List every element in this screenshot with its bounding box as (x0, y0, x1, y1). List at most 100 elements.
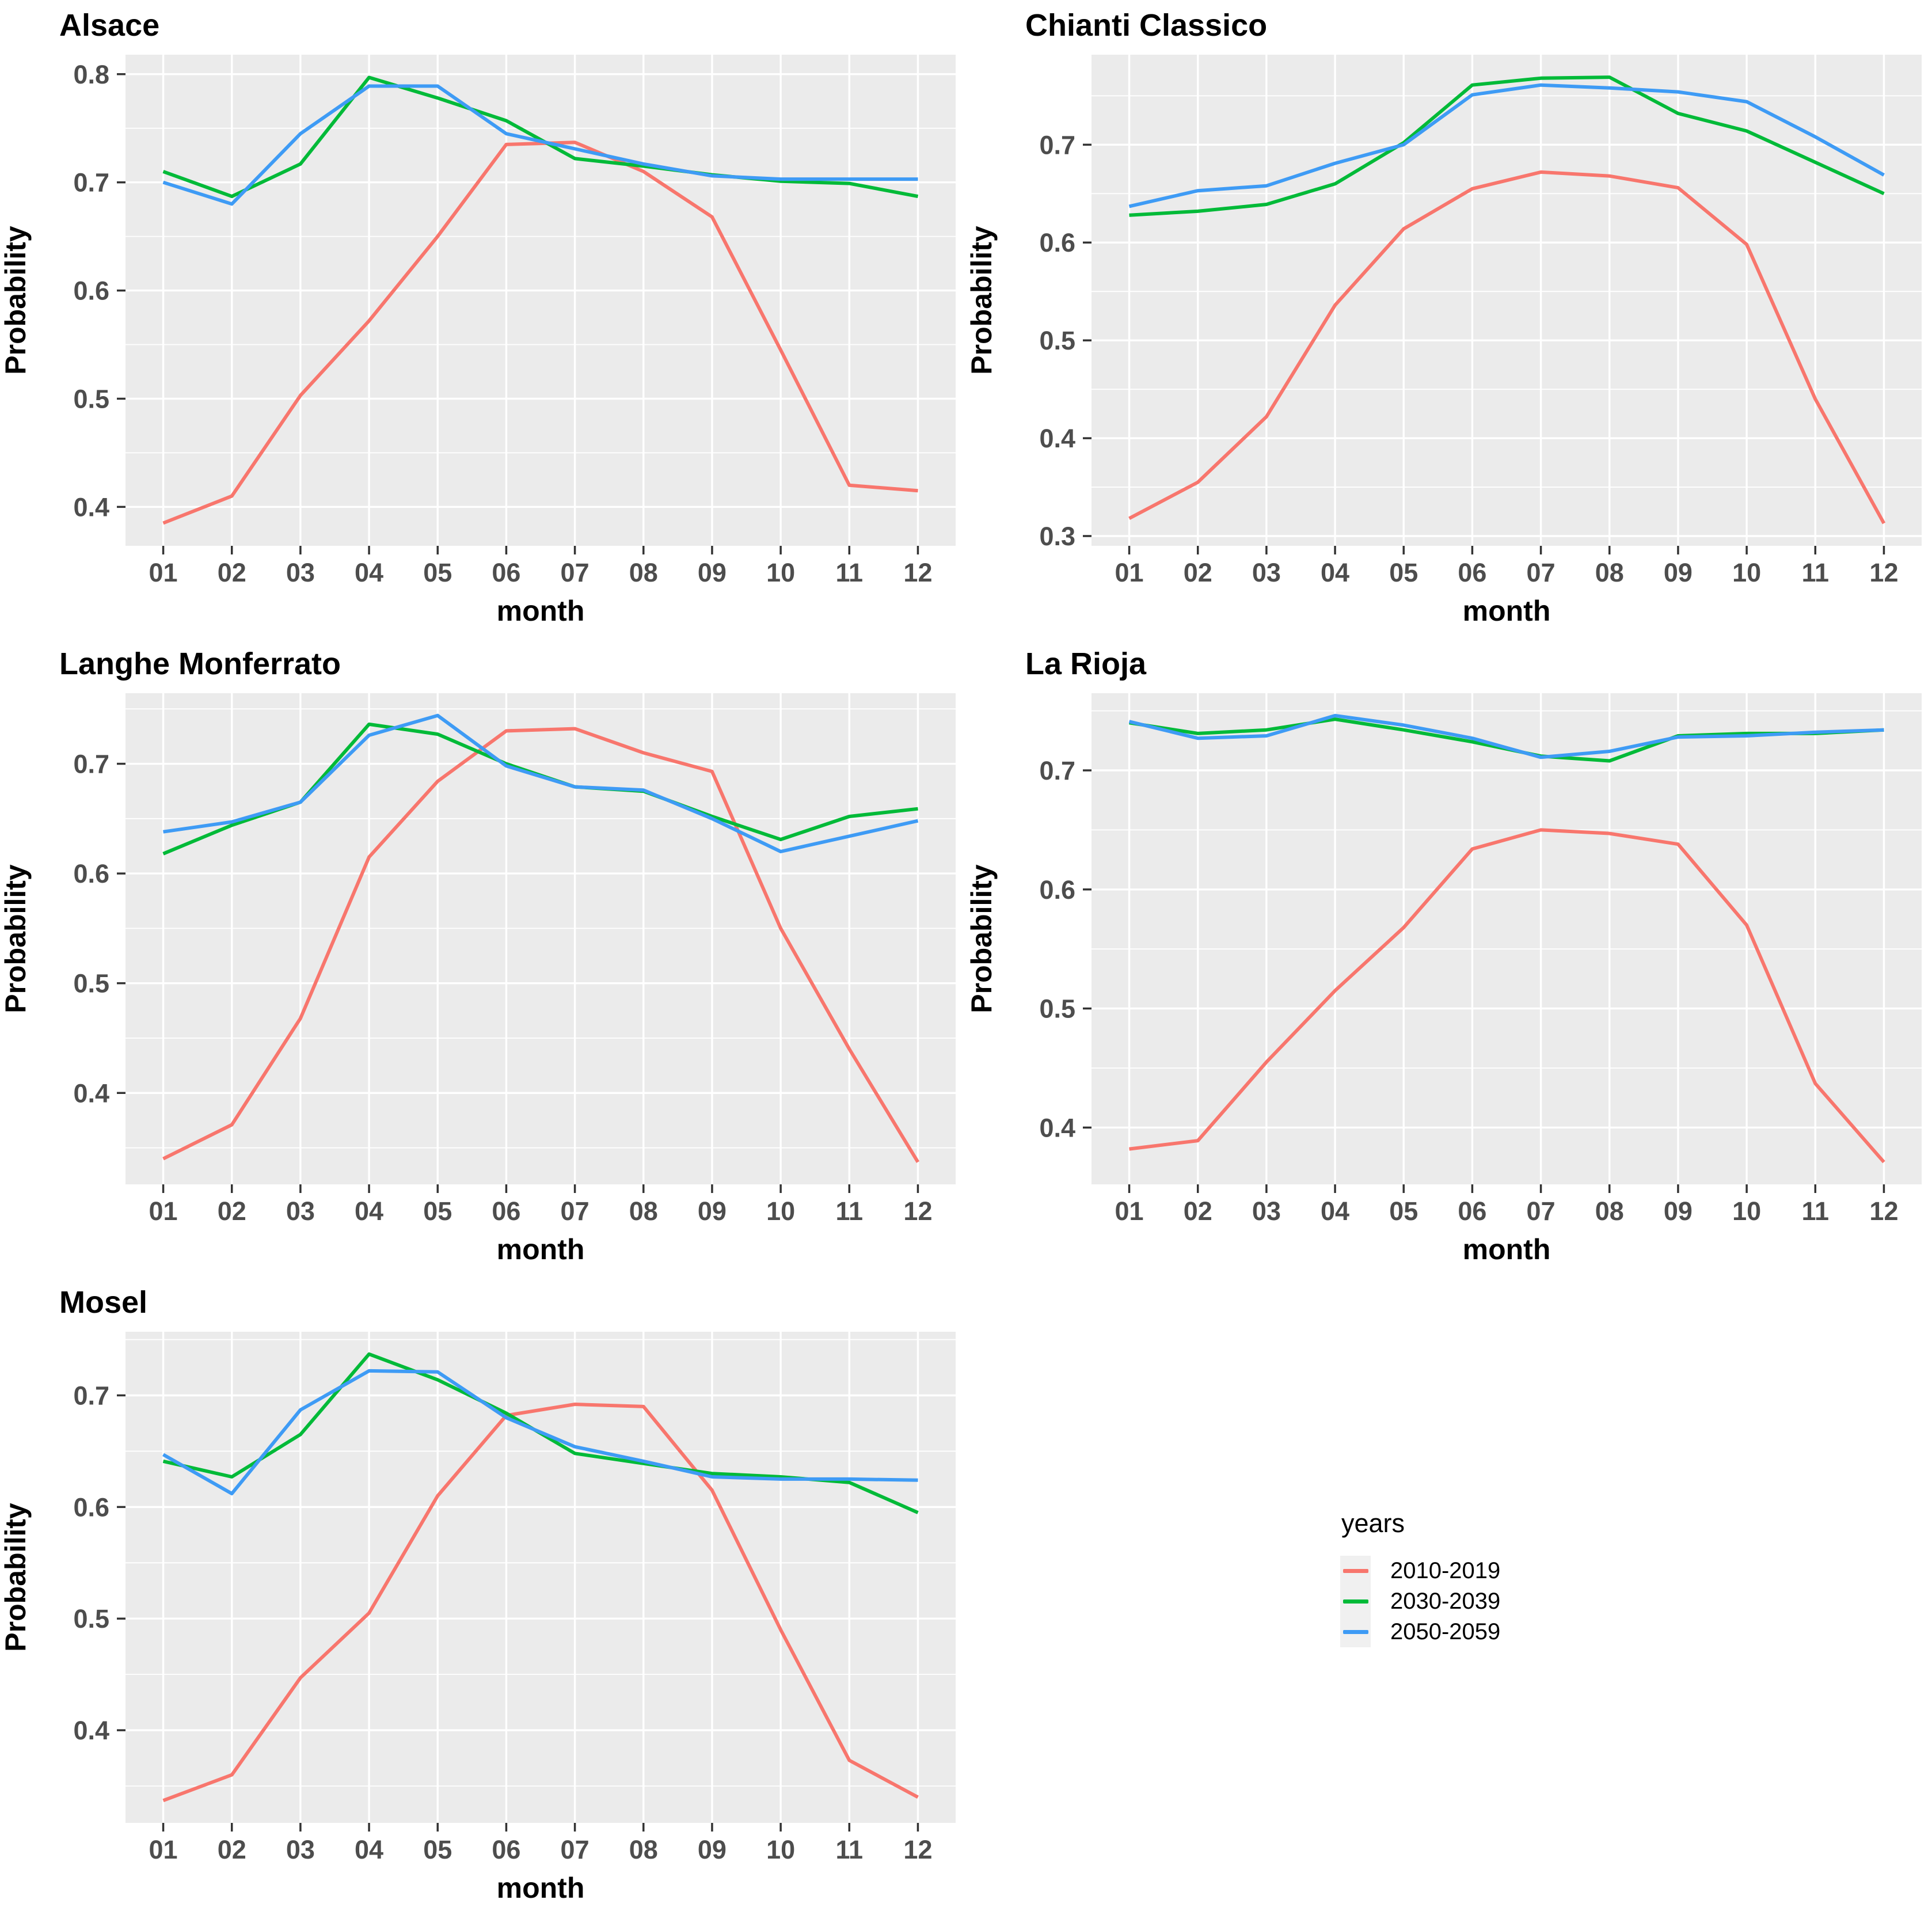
panel-chianti-classico: 01 02 03 04 05 06 07 08 09 10 11 12 0.3 0.4 0.5 0.6 0.7 C… (966, 0, 1932, 639)
x-tick-label: 05 (423, 1835, 452, 1864)
panel-title: Langhe Monferrato (59, 647, 341, 681)
y-tick-label: 0.5 (1039, 326, 1075, 355)
x-tick-label: 08 (629, 558, 658, 587)
y-tick-label: 0.7 (1039, 756, 1075, 785)
x-tick-label: 01 (149, 558, 178, 587)
x-tick-label: 07 (1527, 558, 1556, 587)
y-tick-label: 0.7 (73, 1381, 109, 1411)
x-tick-label: 05 (423, 558, 452, 587)
x-tick-label: 12 (903, 558, 932, 587)
chart-svg-langhe-monferrato: 01 02 03 04 05 06 07 08 09 10 11 12 0.4 0.5 0.6 0.7 Lang… (0, 647, 956, 1266)
panel-title: Mosel (59, 1285, 147, 1320)
x-axis-title: month (1463, 1233, 1551, 1266)
x-tick-label: 11 (835, 1835, 863, 1864)
x-tick-label: 09 (698, 1196, 727, 1226)
x-tick-label: 09 (1664, 1196, 1693, 1226)
x-tick-label: 02 (1184, 1196, 1212, 1226)
x-tick-label: 11 (835, 558, 863, 587)
legend-line-icon (1342, 1599, 1368, 1604)
plot-panel (1091, 55, 1922, 546)
series-line-2010-2019 (1128, 170, 1886, 525)
panel-title: La Rioja (1025, 647, 1147, 681)
legend-item-label: 2030-2039 (1390, 1589, 1501, 1614)
x-tick-label: 05 (423, 1196, 452, 1226)
x-tick-label: 07 (561, 1835, 590, 1864)
x-tick-label: 01 (149, 1835, 178, 1864)
plot-panel (1091, 693, 1922, 1184)
x-axis-title: month (497, 1233, 585, 1266)
legend-rows: 2010-2019 2030-2039 2050-2059 (1340, 1556, 1500, 1647)
x-tick-label: 01 (1115, 558, 1144, 587)
x-tick-label: 04 (355, 1835, 383, 1864)
x-tick-label: 05 (1389, 558, 1418, 587)
y-axis-title: Probability (0, 864, 32, 1013)
gridlines (125, 693, 956, 1184)
x-tick-label: 03 (286, 1835, 315, 1864)
y-tick-label: 0.5 (73, 1604, 109, 1633)
x-tick-label: 06 (492, 1196, 520, 1226)
x-tick-label: 05 (1389, 1196, 1418, 1226)
y-tick-label: 0.7 (73, 750, 109, 779)
x-tick-label: 12 (1869, 1196, 1898, 1226)
axes: 01 02 03 04 05 06 07 08 09 10 11 12 0.4 0.5 0.6 0.7 (73, 1381, 932, 1864)
x-tick-label: 02 (218, 1196, 246, 1226)
plot-panel (125, 55, 956, 546)
series-line-2030-2039 (1129, 75, 1885, 217)
legend-key-swatch (1340, 1556, 1371, 1586)
x-tick-label: 12 (903, 1835, 932, 1864)
series-line-2050-2059 (163, 713, 919, 853)
y-tick-label: 0.6 (73, 859, 109, 888)
series-line-2050-2059 (162, 84, 918, 206)
plot-panel (125, 693, 956, 1184)
x-tick-label: 06 (492, 1835, 520, 1864)
legend-item-2050-2059: 2050-2059 (1340, 1617, 1500, 1647)
series-line-2050-2059 (1128, 83, 1885, 208)
y-tick-label: 0.6 (73, 1492, 109, 1522)
y-tick-label: 0.6 (1039, 228, 1075, 257)
x-tick-label: 08 (1595, 1196, 1624, 1226)
gridlines (1091, 693, 1922, 1184)
x-tick-label: 10 (766, 1196, 795, 1226)
chart-svg-chianti-classico: 01 02 03 04 05 06 07 08 09 10 11 12 0.3 0.4 0.5 0.6 0.7 C… (966, 8, 1922, 627)
y-tick-label: 0.6 (1039, 875, 1075, 905)
x-tick-label: 03 (1252, 558, 1281, 587)
y-tick-label: 0.4 (1039, 1113, 1075, 1142)
axes: 01 02 03 04 05 06 07 08 09 10 11 12 0.4 0.5 0.6 0.7 0.8 (73, 60, 932, 587)
chart-svg-mosel: 01 02 03 04 05 06 07 08 09 10 11 12 0.4 0.5 0.6 0.7 Mose… (0, 1285, 956, 1904)
x-tick-label: 08 (629, 1835, 658, 1864)
x-tick-label: 08 (1595, 558, 1624, 587)
series-line-2010-2019 (162, 1403, 919, 1803)
x-tick-label: 02 (218, 558, 246, 587)
panel-alsace: 01 02 03 04 05 06 07 08 09 10 11 12 0.4 0.5 0.6 0.7 0.8 A… (0, 0, 966, 639)
y-tick-label: 0.5 (1039, 994, 1075, 1024)
axes: 01 02 03 04 05 06 07 08 09 10 11 12 0.4 0.5 0.6 0.7 (73, 750, 932, 1226)
x-tick-label: 03 (1252, 1196, 1281, 1226)
legend-item-label: 2010-2019 (1390, 1558, 1501, 1583)
y-axis-title: Probability (0, 226, 32, 375)
x-axis-title: month (497, 1872, 585, 1904)
x-tick-label: 12 (1869, 558, 1898, 587)
series-line-2050-2059 (162, 1369, 918, 1496)
y-tick-label: 0.5 (73, 384, 109, 413)
y-tick-label: 0.3 (1039, 522, 1075, 551)
panel-la-rioja: 01 02 03 04 05 06 07 08 09 10 11 12 0.4 0.5 0.6 0.7 La R… (966, 639, 1932, 1277)
x-tick-label: 04 (355, 558, 383, 587)
x-tick-label: 04 (355, 1196, 383, 1226)
legend-item-2010-2019: 2010-2019 (1340, 1556, 1500, 1586)
x-tick-label: 06 (1458, 1196, 1486, 1226)
plot-panel (125, 1332, 956, 1823)
series-line-2010-2019 (162, 727, 920, 1163)
x-tick-label: 09 (698, 1835, 727, 1864)
gridlines (1091, 55, 1922, 546)
x-tick-label: 01 (149, 1196, 178, 1226)
legend-cell: years 2010-2019 2030-2039 2050-2059 (966, 1277, 1932, 1915)
x-tick-label: 06 (1458, 558, 1486, 587)
panel-title: Alsace (59, 8, 159, 43)
x-tick-label: 11 (1801, 1196, 1829, 1226)
panel-title: Chianti Classico (1025, 8, 1267, 43)
series-line-2050-2059 (1128, 713, 1884, 759)
series-line-2010-2019 (1129, 828, 1885, 1164)
x-tick-label: 07 (561, 558, 590, 587)
x-tick-label: 08 (629, 1196, 658, 1226)
